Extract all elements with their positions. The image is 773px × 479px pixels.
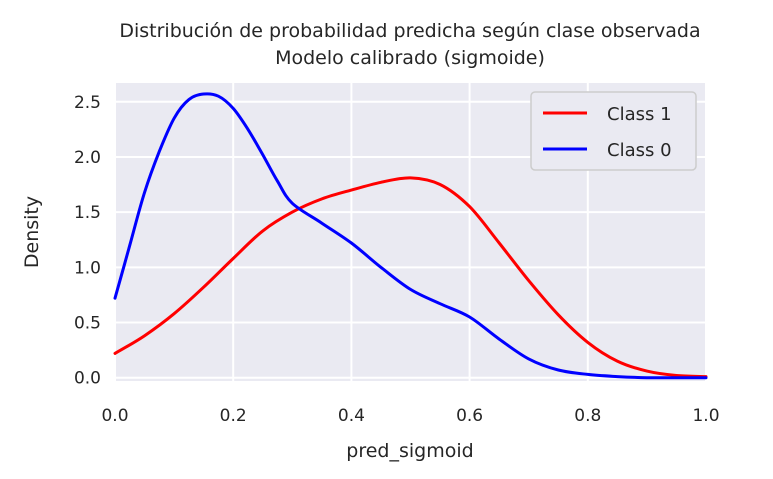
y-axis-ticks: 0.0 0.5 1.0 1.5 2.0 2.5 <box>74 93 101 389</box>
x-tick-label: 0.0 <box>101 406 128 426</box>
series-lines <box>113 92 708 380</box>
y-tick-label: 2.5 <box>74 93 101 113</box>
x-tick-label: 0.2 <box>220 406 247 426</box>
legend-label-class-0: Class 0 <box>607 140 672 161</box>
y-tick-label: 0.0 <box>74 369 101 389</box>
y-tick-label: 1.0 <box>74 258 101 278</box>
x-axis-label: pred_sigmoid <box>346 440 473 462</box>
series-line-class-0 <box>113 92 708 380</box>
series-line-class-1 <box>113 176 708 379</box>
x-tick-label: 0.4 <box>338 406 365 426</box>
y-tick-label: 0.5 <box>74 314 101 334</box>
chart-title: Distribución de probabilidad predicha se… <box>119 20 700 42</box>
legend-label-class-1: Class 1 <box>607 104 672 125</box>
chart-subtitle: Modelo calibrado (sigmoide) <box>275 47 545 69</box>
x-axis-ticks: 0.0 0.2 0.4 0.6 0.8 1.0 <box>101 406 719 426</box>
x-tick-label: 0.8 <box>574 406 601 426</box>
x-tick-label: 0.6 <box>456 406 483 426</box>
legend: Class 1 Class 0 <box>530 91 697 171</box>
y-tick-label: 2.0 <box>74 148 101 168</box>
x-tick-label: 1.0 <box>692 406 719 426</box>
y-tick-label: 1.5 <box>74 203 101 223</box>
y-axis-label: Density <box>21 196 43 268</box>
